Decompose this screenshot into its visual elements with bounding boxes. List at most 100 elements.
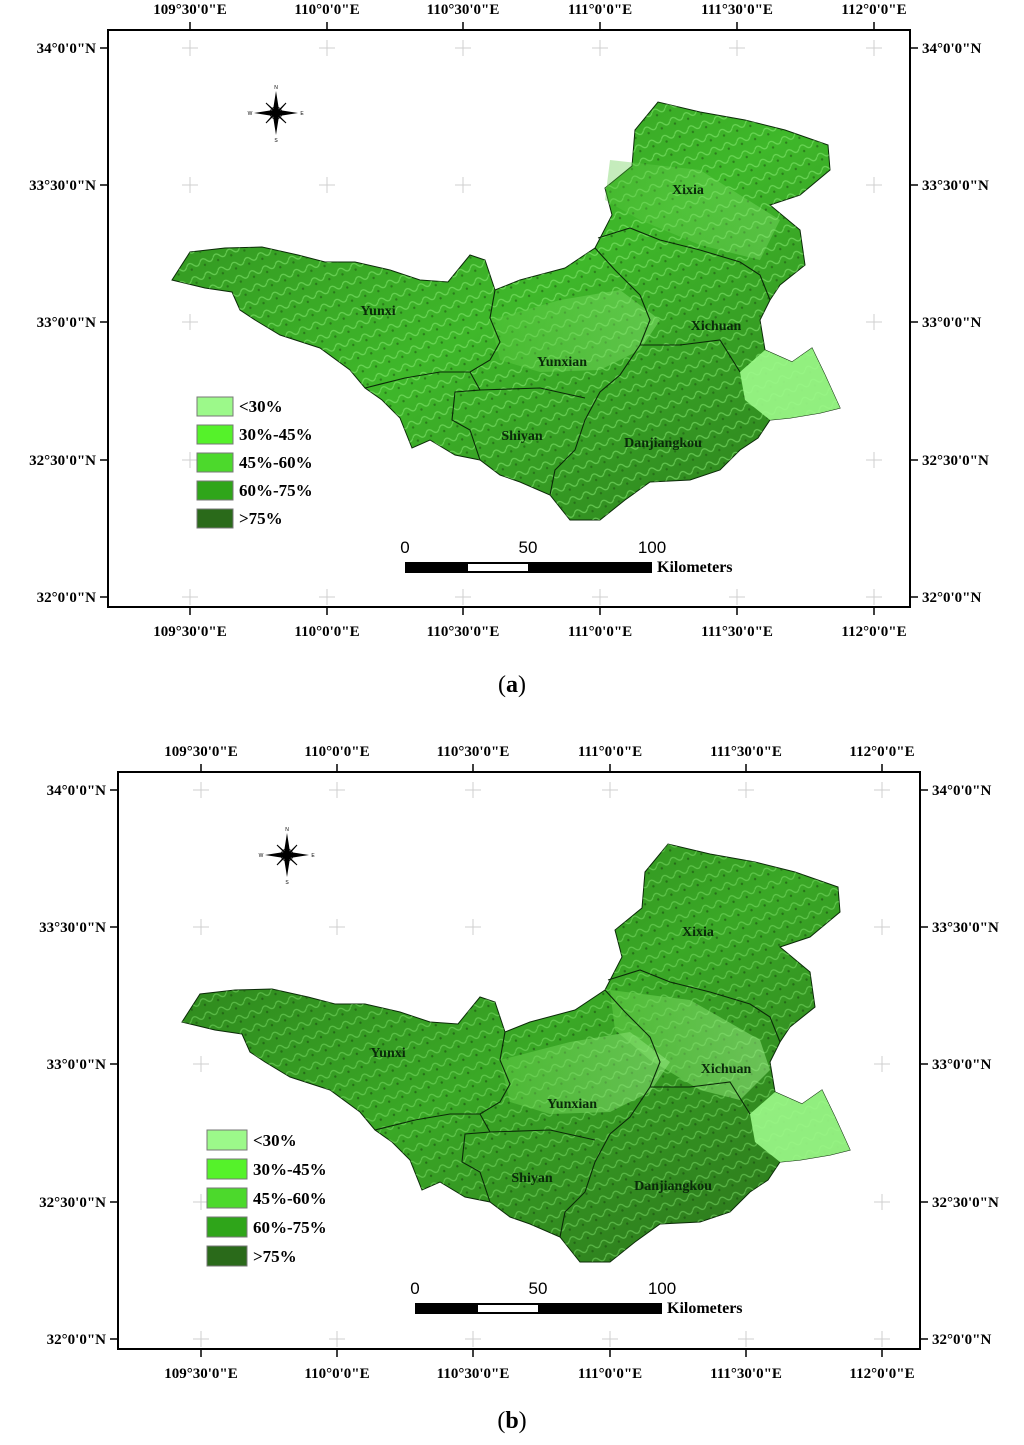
region-label-xixia: Xixia xyxy=(682,925,714,940)
region-label-danjiangkou: Danjiangkou xyxy=(634,1179,712,1194)
legend-label: 45%-60% xyxy=(239,453,313,472)
left-lat-label: 34°0'0"N xyxy=(47,783,106,799)
scale-unit-label: Kilometers xyxy=(657,559,733,576)
top-lon-label: 111°0'0"E xyxy=(578,744,642,760)
top-lon-label: 111°30'0"E xyxy=(710,744,782,760)
region-label-xichuan: Xichuan xyxy=(701,1062,752,1077)
top-longitude-ticks xyxy=(189,22,875,30)
legend-label: 60%-75% xyxy=(239,481,313,500)
map-panel-b: 109°30'0"E 110°0'0"E 110°30'0"E 111°0'0"… xyxy=(0,740,1024,1445)
legend-swatch xyxy=(206,1245,248,1267)
compass-n: N xyxy=(274,85,278,91)
study-area-map: Xixia Yunxi Xichuan Yunxian Shiyan Danji… xyxy=(171,101,841,521)
bottom-lon-label: 111°0'0"E xyxy=(578,1366,642,1382)
region-label-danjiangkou: Danjiangkou xyxy=(624,436,702,451)
legend-swatch xyxy=(196,396,234,417)
right-lat-label: 32°30'0"N xyxy=(922,453,989,469)
right-lat-label: 33°30'0"N xyxy=(932,920,999,936)
top-lon-label: 112°0'0"E xyxy=(849,744,914,760)
map-figure-a: 109°30'0"E 110°0'0"E 110°30'0"E 111°0'0"… xyxy=(29,2,989,640)
legend-label: 45%-60% xyxy=(253,1189,327,1208)
legend-label: 30%-45% xyxy=(253,1160,327,1179)
right-lat-label: 32°0'0"N xyxy=(922,590,981,606)
right-lat-label: 33°0'0"N xyxy=(922,315,981,331)
left-latitude-ticks xyxy=(100,47,108,598)
left-lat-label: 34°0'0"N xyxy=(37,41,96,57)
legend-swatch xyxy=(196,480,234,501)
right-lat-label: 33°0'0"N xyxy=(932,1057,991,1073)
compass-s: S xyxy=(274,138,278,144)
bottom-lon-label: 110°0'0"E xyxy=(304,1366,369,1382)
top-lon-label: 109°30'0"E xyxy=(164,744,238,760)
mid-coverage-zone xyxy=(605,160,780,260)
legend-label: 30%-45% xyxy=(239,425,313,444)
figure-caption-a: (a) xyxy=(498,672,526,698)
top-lon-label: 112°0'0"E xyxy=(841,2,906,18)
bottom-lon-label: 111°30'0"E xyxy=(710,1366,782,1382)
compass-rose-icon: N S E W xyxy=(259,827,316,886)
scale-unit-label: Kilometers xyxy=(667,1300,743,1317)
map-panel-a: 109°30'0"E 110°0'0"E 110°30'0"E 111°0'0"… xyxy=(0,0,1024,720)
graticule-crosses xyxy=(182,40,882,605)
mid-coverage-zone xyxy=(610,990,770,1100)
compass-w: W xyxy=(248,111,253,117)
region-label-xixia: Xixia xyxy=(672,183,704,198)
bottom-lon-label: 112°0'0"E xyxy=(841,624,906,640)
bottom-lon-label: 110°30'0"E xyxy=(437,1366,510,1382)
legend: <30% 30%-45% 45%-60% 60%-75% >75% xyxy=(206,1129,327,1267)
compass-s: S xyxy=(285,880,289,886)
legend-swatch xyxy=(196,452,234,473)
scale-tick-label: 50 xyxy=(529,1279,548,1298)
right-latitude-ticks xyxy=(910,47,918,598)
low-coverage-zone xyxy=(750,1090,850,1162)
top-lon-label: 111°30'0"E xyxy=(701,2,773,18)
scale-tick-label: 100 xyxy=(648,1279,676,1298)
compass-e: E xyxy=(300,111,304,117)
low-coverage-zone xyxy=(740,348,840,420)
legend-swatch xyxy=(206,1216,248,1238)
right-lat-label: 34°0'0"N xyxy=(932,783,991,799)
left-lat-label: 33°30'0"N xyxy=(39,920,106,936)
top-lon-label: 110°30'0"E xyxy=(427,2,500,18)
right-lat-label: 32°0'0"N xyxy=(932,1332,991,1348)
scale-tick-label: 0 xyxy=(410,1279,419,1298)
legend-label: <30% xyxy=(239,397,283,416)
left-lat-label: 32°0'0"N xyxy=(47,1332,106,1348)
legend-label: 60%-75% xyxy=(253,1218,327,1237)
region-label-yunxi: Yunxi xyxy=(370,1046,405,1061)
top-lon-label: 110°0'0"E xyxy=(304,744,369,760)
scale-tick-label: 0 xyxy=(400,538,409,557)
top-lon-label: 110°30'0"E xyxy=(437,744,510,760)
scale-bar: 0 50 100 Kilometers xyxy=(400,538,732,576)
legend-swatch xyxy=(206,1187,248,1209)
right-lat-label: 32°30'0"N xyxy=(932,1195,999,1211)
right-lat-label: 34°0'0"N xyxy=(922,41,981,57)
top-lon-label: 111°0'0"E xyxy=(568,2,632,18)
legend: <30% 30%-45% 45%-60% 60%-75% >75% xyxy=(196,396,313,529)
scale-tick-label: 50 xyxy=(519,538,538,557)
region-label-xichuan: Xichuan xyxy=(691,319,742,334)
compass-w: W xyxy=(259,853,264,859)
bottom-lon-label: 109°30'0"E xyxy=(164,1366,238,1382)
bottom-lon-label: 110°30'0"E xyxy=(427,624,500,640)
bottom-longitude-ticks xyxy=(200,1349,883,1357)
compass-rose-icon: N S E W xyxy=(248,85,305,144)
top-lon-label: 110°0'0"E xyxy=(294,2,359,18)
left-latitude-ticks xyxy=(110,789,118,1340)
county-boundaries xyxy=(364,227,771,496)
scale-bar: 0 50 100 Kilometers xyxy=(410,1279,742,1317)
legend-label: >75% xyxy=(239,509,283,528)
top-lon-label: 109°30'0"E xyxy=(153,2,227,18)
top-longitude-ticks xyxy=(200,764,883,772)
left-lat-label: 33°30'0"N xyxy=(29,178,96,194)
compass-e: E xyxy=(311,853,315,859)
left-lat-label: 32°30'0"N xyxy=(29,453,96,469)
bottom-lon-label: 110°0'0"E xyxy=(294,624,359,640)
bottom-longitude-ticks xyxy=(189,607,875,615)
right-lat-label: 33°30'0"N xyxy=(922,178,989,194)
right-latitude-ticks xyxy=(920,789,928,1340)
scale-tick-label: 100 xyxy=(638,538,666,557)
graticule-crosses xyxy=(193,782,890,1347)
figure-caption-b: (b) xyxy=(497,1408,527,1434)
bottom-lon-label: 109°30'0"E xyxy=(153,624,227,640)
